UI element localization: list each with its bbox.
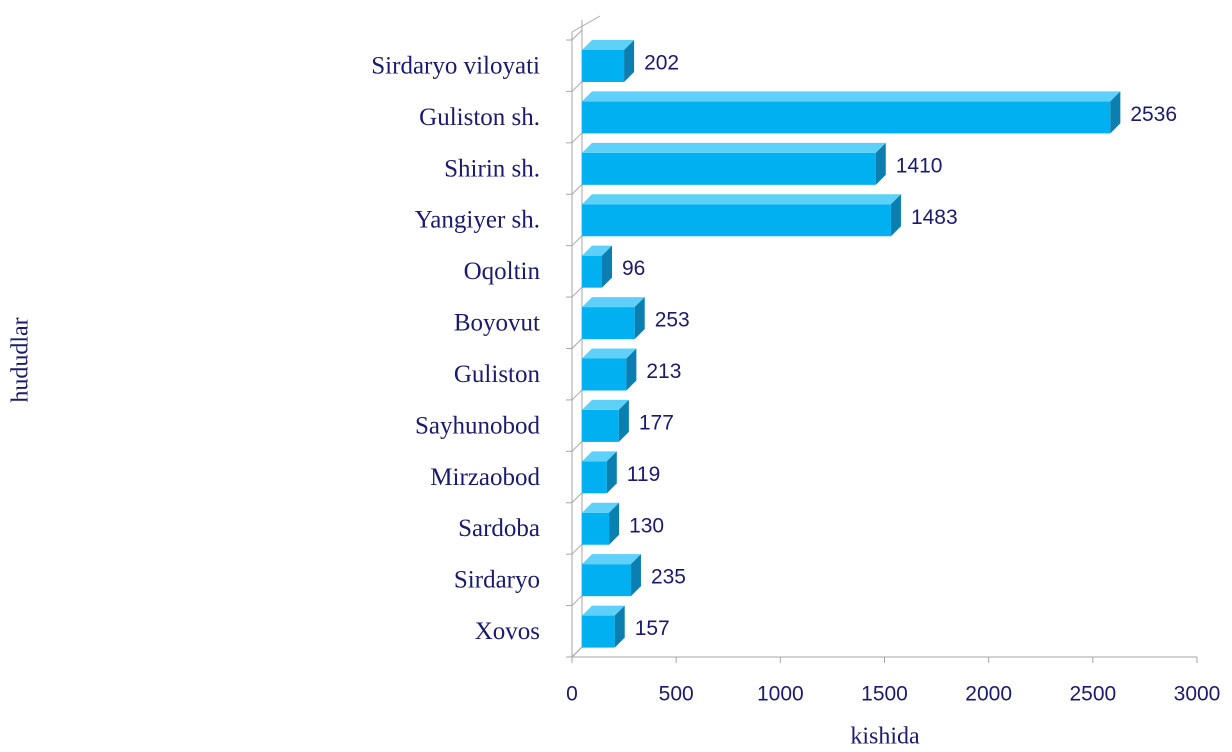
wall-line [571, 286, 583, 298]
category-label: Yangiyer sh. [415, 207, 540, 234]
bar-front [582, 461, 607, 494]
wall-line [571, 29, 583, 41]
value-label: 1410 [896, 154, 943, 177]
category-label: Oqoltin [464, 258, 541, 285]
bar-front [582, 358, 627, 391]
wall-line [571, 81, 583, 92]
bar-side [606, 451, 617, 494]
bar-top [582, 297, 645, 308]
bar-side [624, 40, 635, 82]
bar [582, 502, 620, 545]
bar-top [582, 91, 1121, 102]
bar [582, 348, 637, 391]
bar-top [582, 605, 625, 616]
bar-front [582, 255, 602, 288]
bar [582, 399, 629, 442]
value-label: 157 [635, 617, 670, 640]
category-label: Sirdaryo [454, 567, 540, 594]
x-tick-label: 500 [659, 683, 694, 706]
bar-side [630, 554, 641, 597]
bar-front [582, 50, 625, 82]
wall-line [571, 235, 583, 247]
bar-top [582, 451, 617, 462]
bar-top [582, 502, 620, 513]
category-label: Xovos [475, 618, 540, 645]
bar-top [582, 142, 886, 153]
wall-top-edge [571, 15, 601, 33]
bar-top [582, 348, 637, 359]
wall-line [571, 132, 583, 144]
value-label: 213 [646, 360, 681, 383]
wall-line [571, 338, 583, 349]
bar-front [582, 204, 891, 237]
bar [582, 142, 886, 185]
value-label: 235 [651, 566, 686, 589]
bar-top [582, 554, 641, 565]
category-label: Mirzaobod [430, 464, 540, 491]
category-label: Sirdaryo viloyati [371, 52, 540, 79]
bar-side [634, 297, 645, 340]
value-label: 253 [655, 309, 690, 332]
bar-front [582, 564, 631, 597]
bar [582, 605, 625, 648]
value-label: 1483 [911, 206, 958, 229]
bar [582, 451, 617, 494]
bar-front [582, 512, 610, 545]
category-label: Guliston [454, 361, 541, 388]
bar-side [618, 399, 629, 442]
x-tick-label: 2000 [965, 683, 1012, 706]
value-label: 202 [644, 52, 679, 75]
bar-top [582, 194, 901, 205]
bar-side [609, 502, 620, 545]
bar-front [582, 101, 1111, 134]
bar-front [582, 615, 615, 648]
category-label: Shirin sh. [444, 155, 540, 182]
bar-side [875, 142, 886, 185]
bar-side [614, 605, 625, 648]
bar-side [626, 348, 637, 391]
wall-line [571, 389, 583, 401]
category-label: Boyovut [454, 310, 540, 337]
x-axis-label: kishida [850, 724, 920, 750]
value-label: 130 [629, 514, 664, 537]
bar [582, 245, 612, 288]
value-label: 96 [622, 257, 645, 280]
bar-side [1110, 91, 1121, 134]
category-label: Sardoba [458, 515, 540, 542]
y-axis-label: hududlar [8, 317, 34, 402]
bar-side [890, 194, 901, 237]
x-tick-label: 2500 [1069, 683, 1116, 706]
bar [582, 91, 1121, 134]
bar-top [582, 399, 629, 410]
x-tick-label: 3000 [1174, 683, 1221, 706]
bar [582, 297, 645, 340]
wall-line [571, 183, 583, 195]
bar-front [582, 152, 876, 185]
category-label: Guliston sh. [419, 104, 540, 131]
bar-front [582, 409, 619, 442]
bar [582, 194, 901, 237]
bar-front [582, 307, 635, 340]
x-tick-label: 1500 [861, 683, 908, 706]
wall-line [571, 646, 583, 658]
wall-line [571, 492, 583, 504]
x-tick-label: 0 [566, 683, 578, 706]
x-tick-label: 1000 [757, 683, 804, 706]
value-label: 2536 [1130, 103, 1177, 126]
wall-line [571, 440, 583, 452]
bar [582, 40, 635, 82]
wall-line [571, 595, 583, 606]
value-label: 119 [627, 463, 660, 486]
value-label: 177 [639, 411, 674, 434]
wall-line [571, 543, 583, 555]
category-label: Sayhunobod [415, 412, 541, 439]
bar-top [582, 40, 635, 50]
bar [582, 554, 641, 597]
bar-side [602, 245, 612, 288]
